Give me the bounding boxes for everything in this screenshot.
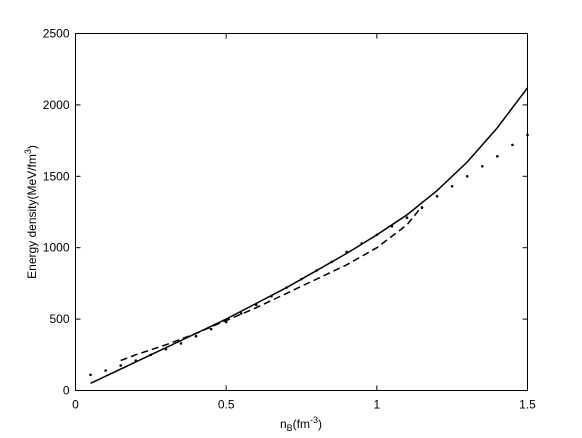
y-tick-label: 0 bbox=[63, 384, 70, 398]
data-point bbox=[179, 342, 183, 345]
x-label-part: ) bbox=[318, 417, 322, 431]
data-point bbox=[511, 143, 514, 147]
series-line bbox=[120, 205, 423, 362]
y-label-part: ) bbox=[25, 145, 39, 149]
x-label-sub: B bbox=[287, 423, 293, 433]
data-point bbox=[164, 347, 168, 351]
data-point bbox=[405, 216, 409, 220]
y-tick-label: 2000 bbox=[43, 98, 70, 112]
data-point bbox=[375, 233, 379, 237]
x-tick-label: 1 bbox=[373, 398, 380, 412]
data-point bbox=[345, 250, 349, 254]
data-point bbox=[300, 277, 303, 281]
y-tick-label: 2500 bbox=[43, 27, 70, 41]
series-line bbox=[90, 87, 529, 385]
x-tick-label: 0.5 bbox=[218, 398, 235, 412]
y-tick-label: 1500 bbox=[43, 169, 70, 183]
y-tick-label: 1000 bbox=[43, 241, 70, 255]
data-point bbox=[481, 165, 484, 168]
data-point bbox=[239, 312, 243, 315]
data-point bbox=[360, 242, 364, 245]
data-point bbox=[89, 373, 92, 377]
y-tick-label: 500 bbox=[49, 312, 69, 326]
data-point bbox=[149, 353, 153, 357]
y-axis-label: Energy density(MeV/fm3) bbox=[23, 145, 39, 279]
data-point bbox=[526, 133, 529, 137]
data-point bbox=[435, 194, 439, 198]
data-point bbox=[420, 206, 424, 210]
data-point bbox=[224, 320, 228, 324]
x-label-part: (fm bbox=[293, 417, 310, 431]
x-tick-label: 0 bbox=[72, 398, 79, 412]
data-point bbox=[194, 334, 198, 338]
data-point bbox=[285, 286, 288, 289]
data-point bbox=[330, 260, 333, 264]
data-point bbox=[119, 364, 122, 367]
x-tick-label: 1.5 bbox=[519, 398, 536, 412]
data-point bbox=[270, 294, 273, 298]
data-point bbox=[254, 303, 258, 307]
data-point bbox=[496, 155, 499, 158]
data-point bbox=[209, 327, 213, 331]
data-point bbox=[315, 269, 318, 272]
data-point bbox=[390, 224, 394, 228]
y-label-sup: 3 bbox=[23, 149, 33, 154]
x-axis-label: nB(fm-3) bbox=[280, 415, 322, 433]
data-point bbox=[104, 369, 107, 372]
x-label-sup: -3 bbox=[310, 415, 318, 425]
data-point bbox=[450, 184, 454, 188]
data-point bbox=[134, 359, 138, 362]
y-label-part: Energy density(MeV/fm bbox=[25, 154, 39, 279]
x-label-part: n bbox=[280, 417, 287, 431]
plot-frame bbox=[75, 33, 528, 391]
data-point bbox=[465, 175, 469, 178]
